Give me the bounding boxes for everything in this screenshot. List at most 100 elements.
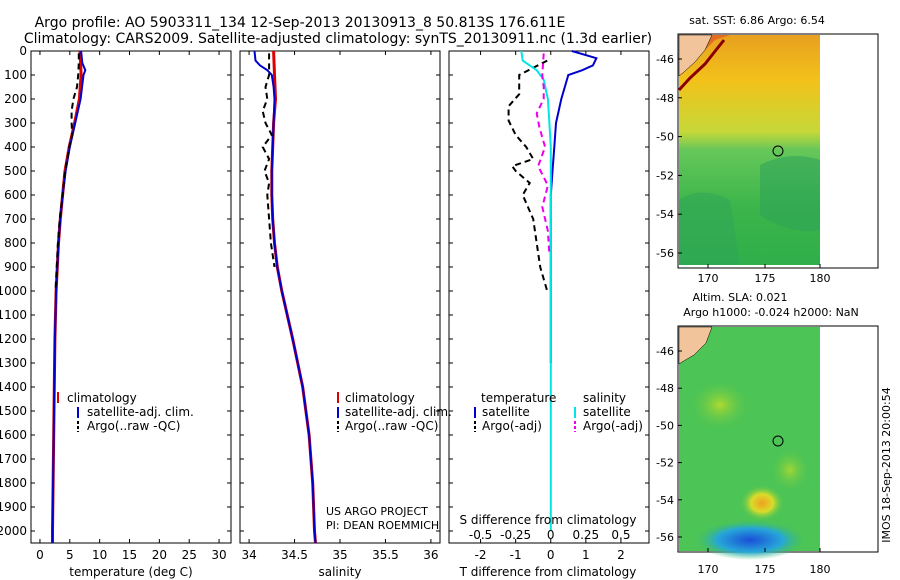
depth-tick-label: 1900 <box>0 500 27 514</box>
difference-series-group <box>507 50 598 531</box>
x-tick-label: 35.5 <box>372 548 399 562</box>
sla-map-title-line2: Argo h1000: -0.024 h2000: NaN <box>683 306 859 319</box>
map-y-tick-label: -56 <box>656 531 674 544</box>
temperature-x-ticks: 0 5 10 15 20 25 30 <box>36 51 227 562</box>
sla-map-title-line1: Altim. SLA: 0.021 <box>692 291 787 304</box>
map-y-tick-label: -48 <box>656 382 674 395</box>
salinity-panel-frame <box>239 50 441 544</box>
x-tick-label: 20 <box>152 548 167 562</box>
sla-high-patch-3 <box>770 448 810 492</box>
temperature-legend: climatology satellite-adj. clim. Argo(..… <box>57 391 194 433</box>
sla-low-patch <box>695 520 805 560</box>
temperature-series-group <box>51 50 87 543</box>
map-x-tick-label: 170 <box>698 272 719 285</box>
map-y-tick-label: -52 <box>656 457 674 470</box>
sst-land <box>678 34 713 77</box>
temperature-panel-frame <box>30 50 232 544</box>
temperature-panel: 0 5 10 15 20 25 30 010020030040050060070080090… <box>0 44 649 579</box>
depth-tick-label: 700 <box>4 212 27 226</box>
x-tick-label: 0 <box>36 548 44 562</box>
figure-title-line2: Climatology: CARS2009. Satellite-adjuste… <box>24 31 652 47</box>
depth-tick-label: 1500 <box>0 404 27 418</box>
map-x-tick-label: 170 <box>698 563 719 576</box>
depth-tick-label: 600 <box>4 188 27 202</box>
map-y-tick-label: -50 <box>656 419 674 432</box>
sla-map: Altim. SLA: 0.021 Argo h1000: -0.024 h20… <box>656 291 879 576</box>
sst-cold-patch <box>760 156 820 231</box>
x-tick-label: -0.5 <box>469 528 492 542</box>
sla-argo-location-marker <box>772 435 784 447</box>
sla-land <box>678 326 713 365</box>
series-line-satellite-adj-clim <box>51 50 87 543</box>
s-difference-label: S difference from climatology <box>460 513 637 527</box>
difference-x-ticks: -2 -1 0 1 2 <box>475 51 625 562</box>
temperature-x-label: temperature (deg C) <box>69 565 192 579</box>
map-x-tick-label: 175 <box>755 563 776 576</box>
credit-line1: US ARGO PROJECT <box>326 505 428 518</box>
depth-tick-label: 1600 <box>0 428 27 442</box>
x-tick-label: 34 <box>241 548 256 562</box>
map-y-tick-label: -54 <box>656 494 674 507</box>
depth-tick-label: 1300 <box>0 356 27 370</box>
x-tick-label: 10 <box>92 548 107 562</box>
salinity-x-ticks: 34 34.5 35 35.5 36 <box>241 51 439 562</box>
x-tick-label: 2 <box>617 548 625 562</box>
map-x-tick-label: 175 <box>755 272 776 285</box>
t-difference-label: T difference from climatology <box>459 565 637 579</box>
map-y-tick-label: -54 <box>656 208 674 221</box>
credit-line2: PI: DEAN ROEMMICH <box>326 519 439 532</box>
series-line-temperature-satellite <box>549 50 598 363</box>
series-line-satellite-adj-clim <box>253 50 317 544</box>
map-x-tick-label: 180 <box>810 272 831 285</box>
depth-tick-label: 2000 <box>0 524 27 538</box>
map-y-tick-label: -46 <box>656 53 674 66</box>
sst-cold-patch-west <box>679 192 740 265</box>
depth-tick-label: 1700 <box>0 452 27 466</box>
difference-panel: -2 -1 0 1 2 S difference from climatology -0… <box>448 50 650 579</box>
depth-tick-label: 1800 <box>0 476 27 490</box>
x-tick-label: 15 <box>122 548 137 562</box>
x-tick-label: 5 <box>66 548 74 562</box>
map-y-tick-label: -56 <box>656 247 674 260</box>
legend-satellite-label: satellite-adj. clim. <box>87 405 194 419</box>
legend-temp-argo-label: Argo(-adj) <box>482 419 542 433</box>
legend-argo-label: Argo(..raw -QC) <box>87 419 180 433</box>
x-tick-label: 25 <box>182 548 197 562</box>
x-tick-label: -0.25 <box>500 528 531 542</box>
x-tick-label: 35 <box>332 548 347 562</box>
depth-tick-label: 1000 <box>0 284 27 298</box>
x-tick-label: 36 <box>423 548 438 562</box>
series-line-salinity-argo-adj <box>535 53 551 256</box>
x-tick-label: -2 <box>475 548 487 562</box>
depth-tick-label: 0 <box>19 44 27 58</box>
map-y-tick-label: -48 <box>656 92 674 105</box>
map-y-tick-label: -50 <box>656 131 674 144</box>
legend-argo-label: Argo(..raw -QC) <box>345 419 438 433</box>
x-tick-label: 0.25 <box>572 528 599 542</box>
legend-satellite-label: satellite-adj. clim. <box>345 405 452 419</box>
x-tick-label: 0 <box>547 528 555 542</box>
depth-tick-label: 100 <box>4 68 27 82</box>
sla-high-patch <box>740 485 784 521</box>
legend-temp-satellite-label: satellite <box>482 405 530 419</box>
salinity-legend: climatology satellite-adj. clim. Argo(..… <box>337 391 452 433</box>
sst-map-ticks: 170 175 180 -46 -48 -50 -52 -54 -56 <box>656 53 830 285</box>
x-tick-label: 34.5 <box>281 548 308 562</box>
salinity-series-group <box>253 50 317 544</box>
depth-ticks: 0 100 200 300 400 500 600 700 800 900 1000 1100 1200… <box>0 44 649 538</box>
x-tick-label: 0.5 <box>611 528 630 542</box>
depth-tick-label: 300 <box>4 116 27 130</box>
difference-panel-frame <box>448 50 650 544</box>
legend-sal-argo-label: Argo(-adj) <box>583 419 643 433</box>
difference-legend: temperature satellite Argo(-adj) salinit… <box>474 391 643 433</box>
x-tick-label: 0 <box>547 548 555 562</box>
legend-climatology-label: climatology <box>345 391 415 405</box>
sst-coastline-dark <box>677 39 726 92</box>
sst-map: sat. SST: 6.86 Argo: 6.54 170 175 180 -46 -4… <box>656 14 879 285</box>
legend-sal-satellite-label: satellite <box>583 405 631 419</box>
depth-tick-label: 500 <box>4 164 27 178</box>
depth-tick-label: 400 <box>4 140 27 154</box>
legend-temperature-title: temperature <box>481 391 556 405</box>
x-tick-label: -1 <box>510 548 522 562</box>
